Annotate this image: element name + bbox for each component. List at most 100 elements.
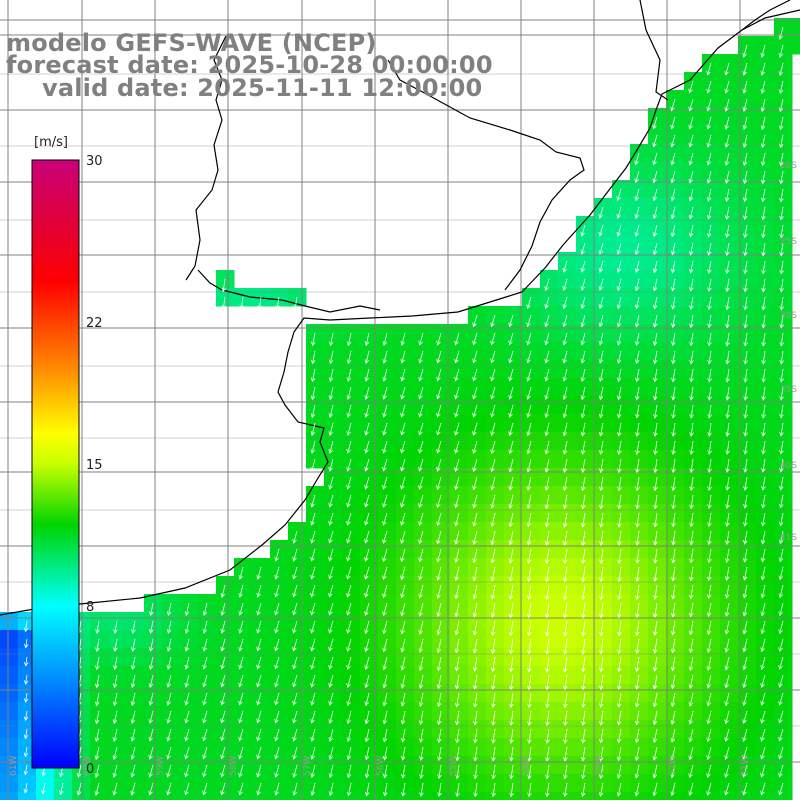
wind-arrow [634, 746, 640, 762]
wind-arrow [671, 350, 676, 365]
wind-arrow [418, 548, 424, 563]
wind-arrow [707, 260, 712, 274]
wind-arrow [653, 422, 658, 437]
wind-arrow [346, 602, 352, 616]
wind-arrow [581, 620, 586, 637]
wind-arrow [238, 692, 244, 706]
wind-arrow [725, 548, 730, 563]
wind-arrow [418, 620, 424, 635]
wind-arrow [454, 602, 460, 618]
wind-arrow [400, 350, 406, 364]
wind-arrow [671, 584, 676, 600]
wind-arrow [688, 134, 694, 148]
wind-arrow [635, 548, 640, 564]
wind-arrow [346, 638, 352, 652]
wind-arrow [328, 782, 334, 797]
wind-arrow [706, 152, 712, 166]
wind-arrow [760, 584, 766, 599]
wind-arrow [112, 710, 118, 725]
wind-arrow [617, 656, 622, 673]
wind-arrow [779, 242, 784, 257]
wind-arrow [490, 620, 496, 637]
wind-arrow [707, 368, 712, 383]
wind-arrow [454, 548, 460, 563]
wind-arrow [526, 350, 532, 364]
wind-arrow [274, 602, 280, 616]
wind-arrow [382, 530, 388, 544]
wind-arrow [743, 314, 748, 329]
wind-arrow [670, 656, 676, 672]
wind-arrow [724, 170, 730, 184]
wind-arrow [688, 206, 694, 220]
wind-arrow [490, 530, 496, 546]
wind-arrow [418, 566, 424, 581]
wind-arrow [436, 530, 442, 545]
wind-arrow [671, 566, 676, 582]
wind-arrow [473, 764, 478, 780]
wind-arrow [563, 782, 568, 798]
wind-arrow [598, 206, 604, 219]
wind-arrow [725, 224, 730, 238]
wind-arrow [544, 566, 550, 583]
wind-arrow [779, 440, 784, 455]
wind-arrow [563, 746, 568, 762]
wind-arrow [94, 692, 100, 707]
wind-arrow [599, 620, 604, 637]
wind-arrow [652, 242, 658, 256]
wind-arrow [293, 296, 298, 310]
wind-arrow [707, 314, 712, 329]
wind-arrow [220, 674, 226, 688]
wind-arrow [112, 764, 118, 778]
colorbar-unit: [m/s] [34, 135, 68, 150]
wind-arrow [706, 710, 712, 725]
wind-arrow [508, 314, 514, 328]
wind-arrow [527, 638, 532, 655]
wind-arrow [598, 746, 604, 762]
wind-arrow [436, 458, 442, 472]
wind-arrow [742, 566, 748, 581]
latitude-label: 40S [780, 461, 797, 471]
wind-arrow [454, 350, 460, 364]
wind-arrow [616, 692, 622, 708]
wind-arrow [328, 404, 334, 419]
wind-arrow [689, 332, 694, 347]
wind-arrow [436, 512, 442, 527]
wind-arrow [761, 458, 766, 473]
wind-arrow [689, 566, 694, 582]
wind-arrow [23, 728, 29, 740]
wind-arrow [454, 332, 460, 346]
wind-arrow [707, 566, 712, 582]
wind-arrow [743, 206, 748, 221]
wind-arrow [418, 602, 424, 617]
wind-arrow [472, 440, 478, 454]
wind-arrow [310, 386, 316, 401]
wind-arrow [563, 692, 568, 709]
wind-arrow [652, 656, 658, 672]
wind-arrow [760, 602, 766, 617]
longitude-label: 56W [376, 756, 386, 776]
wind-arrow [671, 440, 676, 455]
wind-arrow [310, 656, 316, 670]
wind-arrow [509, 764, 514, 780]
wind-arrow [454, 368, 460, 382]
wind-arrow [400, 638, 406, 653]
wind-arrow [688, 152, 694, 166]
wind-arrow [490, 476, 496, 491]
wind-arrow [545, 728, 550, 744]
border-river [185, 35, 227, 281]
wind-arrow [490, 332, 496, 346]
wind-arrow [526, 494, 532, 510]
wind-arrow [184, 746, 190, 760]
longitude-label: 57W [303, 756, 313, 776]
wind-arrow [563, 710, 568, 727]
wind-arrow [418, 458, 424, 472]
wind-cell [0, 774, 19, 793]
wind-arrow [472, 368, 478, 382]
wind-arrow [688, 782, 694, 797]
wind-arrow [526, 440, 532, 455]
wind-arrow [364, 332, 370, 347]
wind-arrow [706, 98, 712, 112]
wind-cell [36, 792, 55, 804]
wind-arrow [509, 728, 514, 744]
wind-arrow [779, 170, 784, 185]
